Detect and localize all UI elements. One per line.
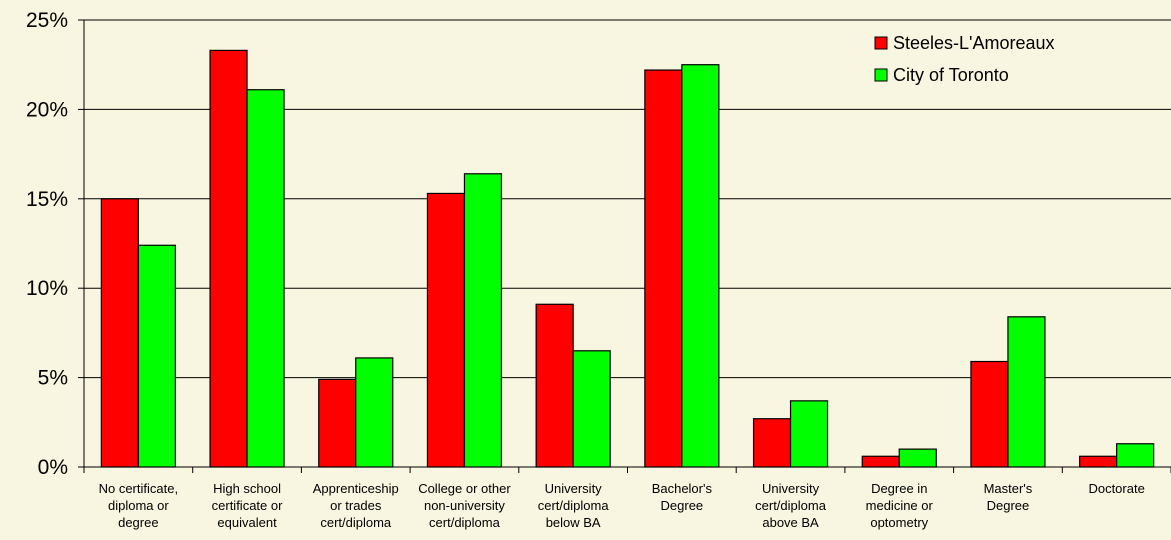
bar: [463, 173, 503, 468]
bar: [752, 418, 792, 468]
bar: [1116, 443, 1155, 468]
x-tick-label: Degree in medicine or optometry: [866, 481, 934, 530]
bar: [1079, 455, 1118, 468]
bar: [898, 448, 937, 468]
bars: [100, 49, 1155, 468]
bar: [209, 49, 248, 468]
y-tick-label: 15%: [26, 188, 68, 211]
x-tick-label: High school certificate or equivalent: [212, 481, 283, 530]
bar: [861, 455, 900, 468]
bar: [318, 378, 357, 468]
bar: [572, 350, 611, 468]
x-tick-label: Master's Degree: [984, 481, 1033, 513]
bar: [644, 69, 683, 468]
x-tick-label: No certificate, diploma or degree: [99, 481, 178, 530]
x-tick-label: Bachelor's Degree: [652, 481, 713, 513]
y-tick-label: 20%: [26, 98, 68, 121]
bar: [426, 192, 466, 468]
x-tick-label: Apprenticeship or trades cert/diploma: [313, 481, 399, 530]
x-axis: No certificate, diploma or degree High scho…: [83, 466, 1171, 530]
legend-swatch: [874, 36, 888, 50]
bar: [246, 89, 285, 468]
bar: [100, 198, 139, 468]
x-tick-label: Doctorate: [1088, 481, 1144, 496]
y-tick-label: 25%: [26, 9, 68, 32]
legend-label: City of Toronto: [893, 65, 1009, 85]
x-tick-label: University cert/diploma above BA: [755, 481, 827, 530]
x-tick-label: College or other non-university cert/diplo…: [418, 481, 511, 530]
y-tick-label: 0%: [38, 456, 68, 479]
y-tick-label: 10%: [26, 277, 68, 300]
x-tick-label: University cert/diploma below BA: [538, 481, 610, 530]
y-axis: 0% 5% 10% 15% 20% 25%: [26, 9, 85, 479]
legend: Steeles-L'Amoreaux City of Toronto: [874, 33, 1055, 85]
bar: [789, 400, 829, 468]
bar: [355, 357, 394, 468]
bar: [970, 360, 1009, 468]
bar: [1007, 316, 1046, 468]
legend-label: Steeles-L'Amoreaux: [893, 33, 1055, 53]
bar: [535, 303, 574, 468]
y-tick-label: 5%: [38, 367, 68, 390]
bar: [681, 64, 720, 468]
bar: [137, 244, 176, 468]
legend-swatch: [874, 68, 888, 82]
